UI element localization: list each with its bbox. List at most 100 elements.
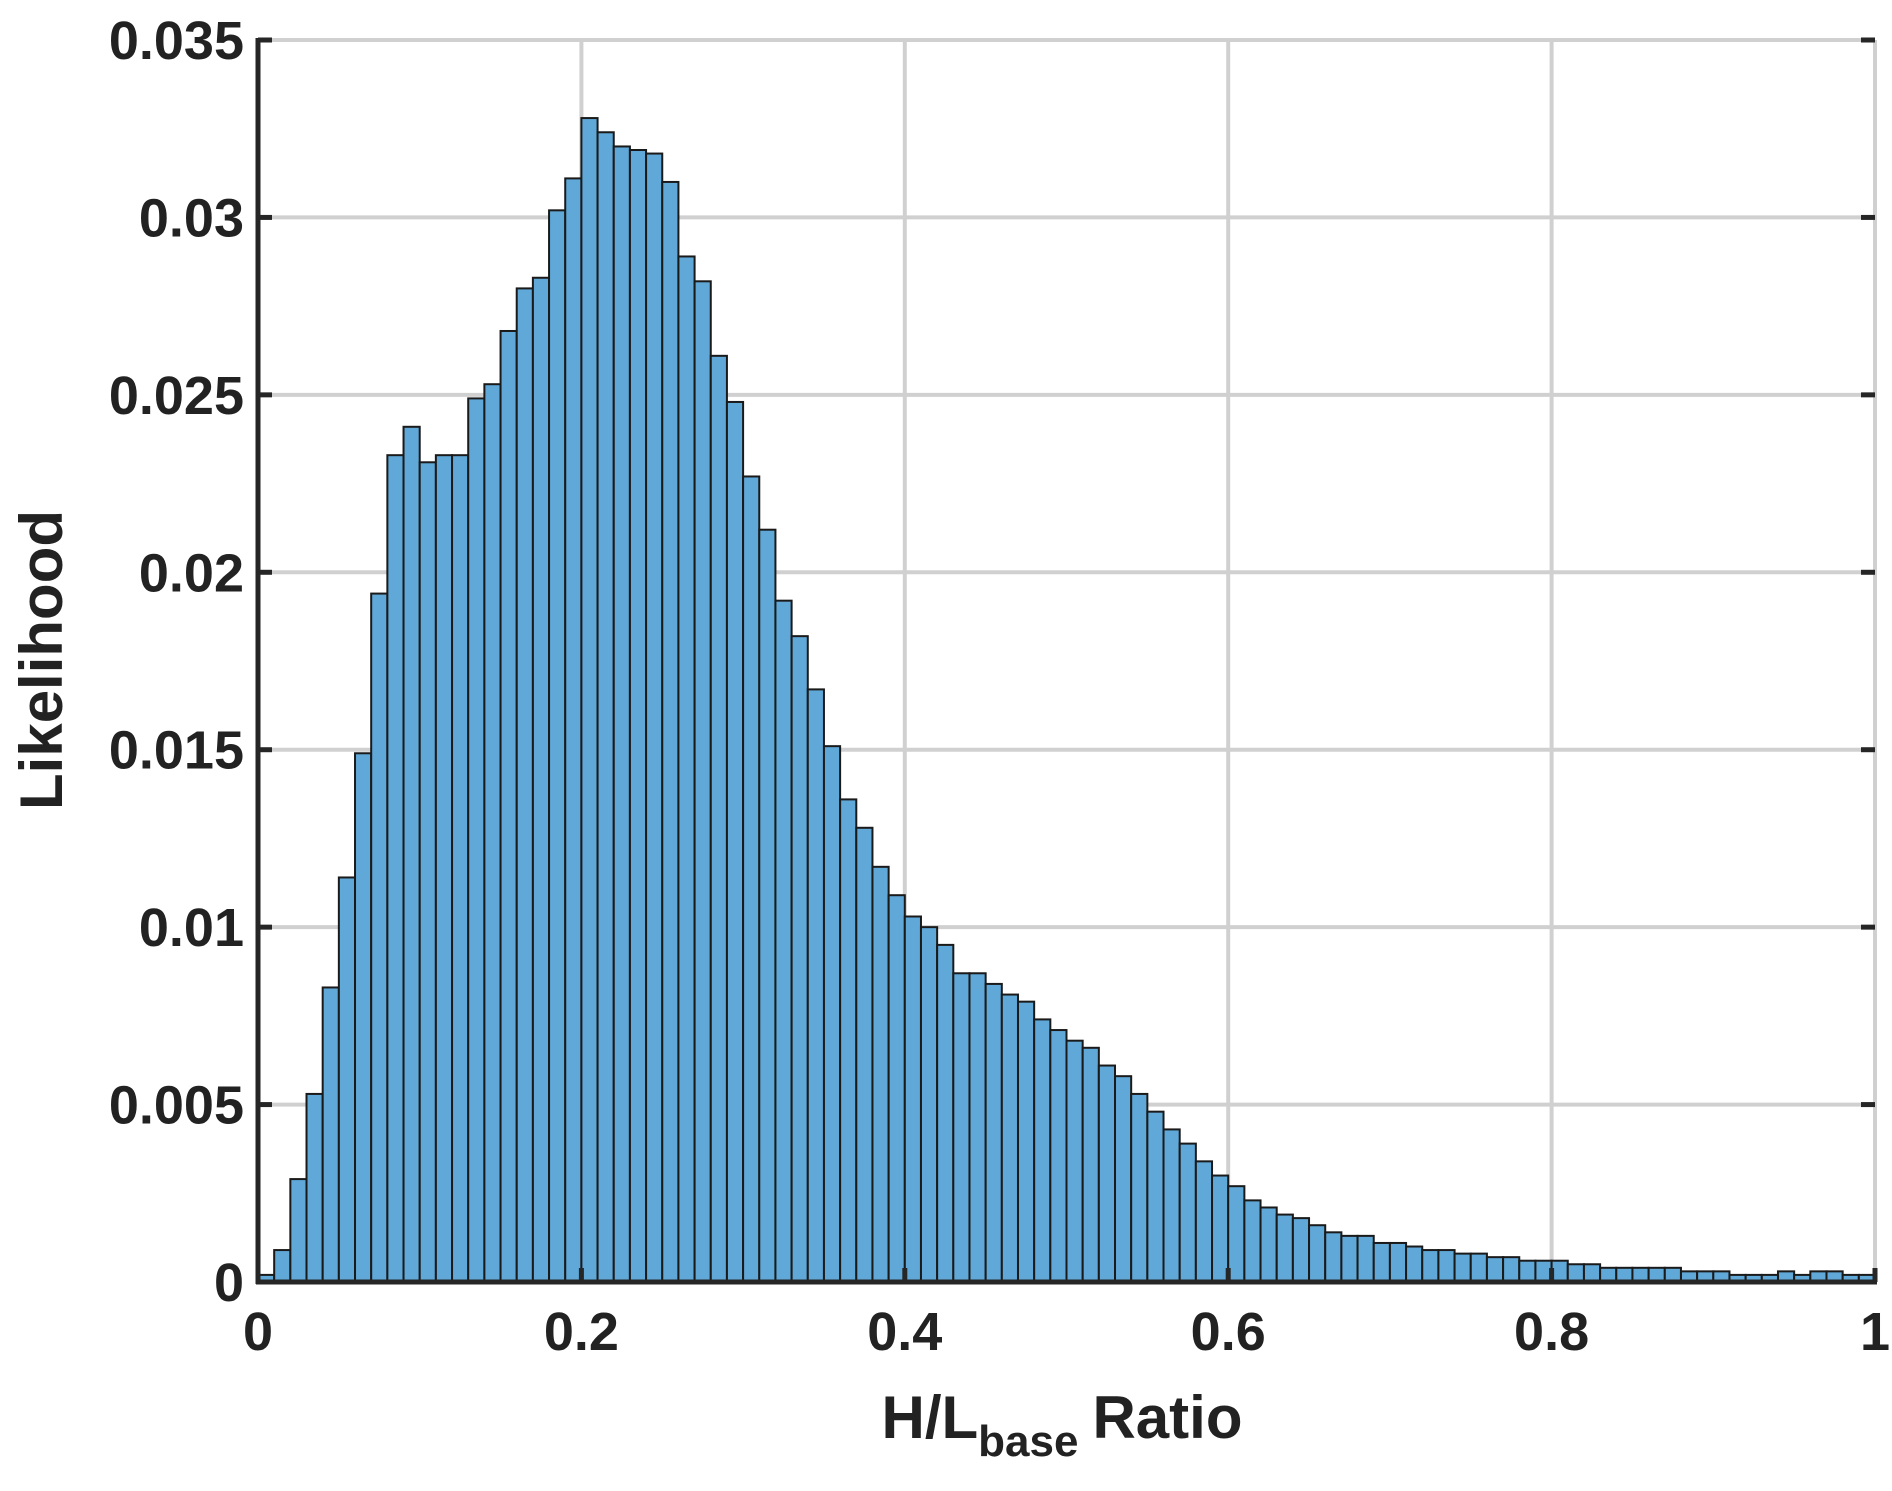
histogram-bar — [1308, 1224, 1327, 1284]
histogram-bar — [1211, 1174, 1230, 1283]
histogram-bar — [531, 276, 551, 1283]
y-tick-label: 0.025 — [109, 366, 244, 426]
histogram-bar — [1259, 1206, 1278, 1283]
histogram-bar — [919, 926, 939, 1284]
histogram-bar — [936, 943, 955, 1284]
histogram-bar — [661, 180, 680, 1283]
histogram-bar — [1518, 1259, 1537, 1284]
histogram-bar — [386, 454, 405, 1283]
histogram-bar — [1065, 1039, 1084, 1283]
histogram-bar — [725, 400, 745, 1283]
histogram-bar — [1114, 1075, 1133, 1283]
x-tick-label: 0.4 — [867, 1302, 942, 1362]
histogram-bar — [1000, 993, 1019, 1284]
histogram-bar — [822, 745, 842, 1283]
histogram-bar — [645, 152, 664, 1283]
bars-layer — [257, 117, 1876, 1284]
histogram-bar — [1405, 1245, 1424, 1283]
histogram-bar — [354, 752, 373, 1283]
x-axis-title-suffix: Ratio — [1092, 1384, 1242, 1451]
histogram-bar — [790, 635, 809, 1283]
histogram-bar — [952, 972, 971, 1283]
histogram-bar — [968, 972, 987, 1283]
histogram-bar — [499, 329, 518, 1283]
histogram-bar — [1502, 1256, 1521, 1284]
histogram-bar — [871, 865, 890, 1283]
y-axis-title: Likelihood — [8, 510, 75, 810]
histogram-bar — [1194, 1160, 1214, 1283]
histogram-bar — [742, 475, 761, 1283]
histogram-bar — [1469, 1252, 1488, 1284]
histogram-bar — [596, 131, 615, 1284]
x-tick-label: 0.2 — [544, 1302, 619, 1362]
histogram-bar — [1033, 1018, 1052, 1283]
histogram-bar — [1453, 1252, 1472, 1284]
histogram-bar — [1227, 1185, 1246, 1284]
histogram-bar — [855, 826, 874, 1283]
y-tick-label: 0.005 — [109, 1076, 244, 1136]
histogram-bar — [337, 876, 357, 1283]
histogram-bar — [1275, 1213, 1294, 1284]
axes-layer — [255, 37, 1878, 1285]
histogram-bar — [305, 1092, 324, 1283]
histogram-bar — [1340, 1234, 1359, 1283]
x-tick-label: 1 — [1860, 1302, 1890, 1362]
histogram-bar — [580, 117, 599, 1283]
histogram-bar — [758, 528, 777, 1283]
histogram-bar — [515, 287, 534, 1283]
histogram-bar — [612, 145, 631, 1283]
histogram-bar — [1081, 1046, 1100, 1284]
x-axis-title-main: H/L — [882, 1384, 979, 1451]
histogram-bar — [1421, 1249, 1440, 1284]
histogram-bar — [1388, 1241, 1408, 1283]
histogram-bar — [1356, 1234, 1375, 1283]
histogram-bar — [402, 425, 421, 1283]
histogram-bar — [677, 255, 696, 1283]
histogram-bar — [774, 599, 793, 1283]
x-axis-title-subscript: base — [978, 1417, 1078, 1466]
histogram-bar — [1485, 1256, 1505, 1284]
histogram-bar — [1243, 1199, 1262, 1283]
x-tick-label: 0.8 — [1514, 1302, 1589, 1362]
histogram-bar — [1162, 1128, 1181, 1283]
histogram-bar — [693, 280, 712, 1283]
histogram-bar — [839, 798, 858, 1283]
histogram-bar — [1437, 1249, 1456, 1284]
tick-labels-layer: 0 0.005 0.01 0.015 0.02 0.025 0.03 0.035 0 0.2 0.4… — [109, 11, 1890, 1362]
histogram-bar — [1146, 1110, 1165, 1283]
histogram-bar — [1324, 1231, 1343, 1283]
histogram-bar — [1372, 1241, 1391, 1283]
histogram-bar — [321, 986, 340, 1283]
histogram-bar — [628, 149, 648, 1283]
x-axis-title: H/Lbase Ratio — [882, 1384, 1243, 1466]
histogram-bar — [1566, 1263, 1585, 1284]
histogram-bar — [1178, 1142, 1197, 1283]
x-tick-label: 0 — [243, 1302, 273, 1362]
y-tick-label: 0.03 — [139, 188, 244, 248]
histogram-bar — [418, 461, 437, 1283]
y-tick-label: 0 — [214, 1253, 244, 1313]
histogram-bar — [806, 688, 825, 1283]
histogram-bar — [564, 177, 583, 1283]
histogram-bar — [548, 209, 567, 1283]
y-tick-label: 0.01 — [139, 898, 244, 958]
histogram-bar — [984, 982, 1003, 1283]
histogram-bar — [1049, 1029, 1068, 1283]
histogram-bar — [434, 454, 454, 1283]
histogram-bar — [451, 454, 470, 1283]
histogram-bar — [273, 1249, 292, 1284]
x-tick-label: 0.6 — [1191, 1302, 1266, 1362]
histogram-bar — [709, 354, 728, 1283]
histogram-bar — [1130, 1092, 1149, 1283]
y-tick-label: 0.015 — [109, 721, 244, 781]
histogram-bar — [467, 397, 486, 1283]
histogram-bar — [289, 1178, 308, 1283]
histogram-bar — [483, 383, 502, 1283]
histogram-bar — [887, 894, 906, 1283]
histogram-bar — [1016, 1000, 1036, 1283]
histogram-bar — [903, 915, 922, 1283]
histogram-bar — [1582, 1263, 1602, 1284]
histogram-bar — [1097, 1064, 1117, 1283]
